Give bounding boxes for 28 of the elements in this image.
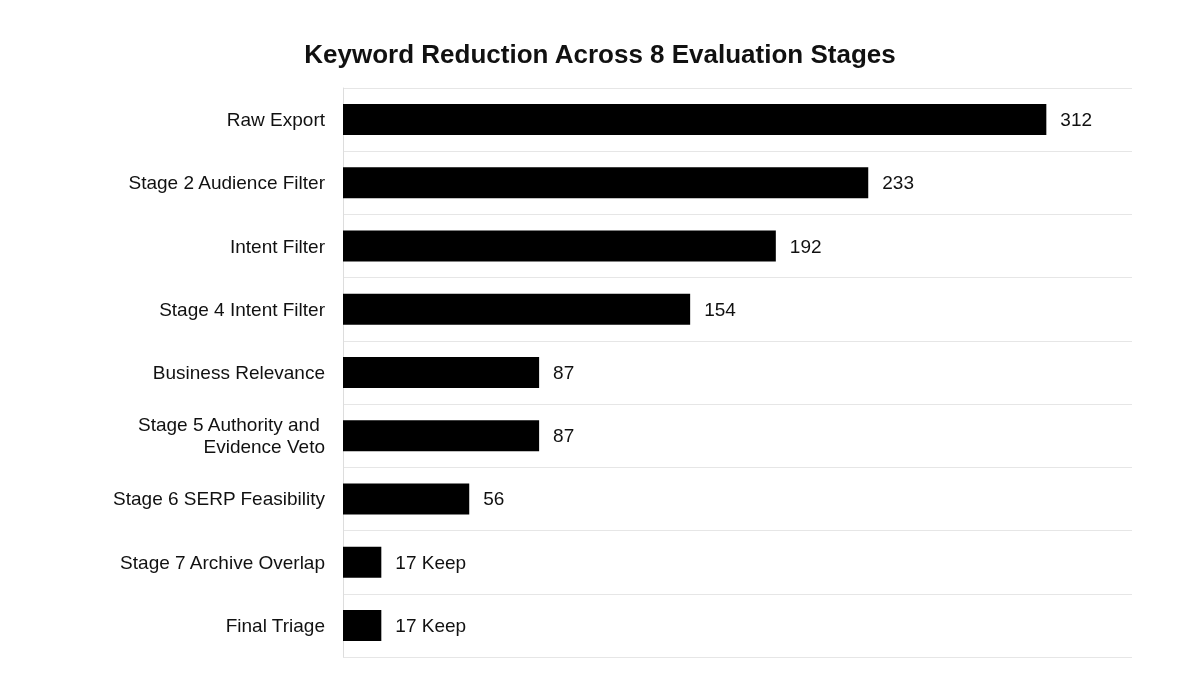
y-tick-label: Raw Export (226, 109, 326, 131)
data-label: 312 (1060, 109, 1093, 131)
data-label: 87 (553, 362, 575, 383)
bar (343, 104, 1047, 136)
bar (343, 546, 382, 578)
data-label: 56 (483, 488, 505, 510)
y-tick-label: Business Relevance (152, 362, 325, 383)
data-label: 17 Keep (395, 551, 467, 573)
bar (343, 293, 691, 325)
bar (343, 167, 869, 199)
data-label: 87 (553, 425, 575, 447)
y-tick-label: Stage 4 Intent Filter (159, 298, 326, 320)
data-label: 233 (882, 172, 914, 194)
y-tick-label: Stage 7 Archive Overlap (120, 551, 325, 573)
bar (343, 230, 776, 262)
chart-title: Keyword Reduction Across 8 Evaluation Stages (304, 39, 896, 69)
bar (343, 357, 540, 388)
y-tick-label: Stage 6 SERP Feasibility (113, 488, 326, 510)
y-tick-label: Stage 5 Authority and Evidence Veto (138, 414, 325, 458)
data-label: 154 (704, 298, 737, 320)
bar (343, 609, 382, 641)
data-label: 17 Keep (395, 614, 467, 636)
data-label: 192 (789, 235, 822, 257)
y-tick-label: Final Triage (225, 614, 325, 636)
bar (343, 483, 470, 515)
y-tick-label: Intent Filter (229, 235, 326, 257)
y-tick-label: Stage 2 Audience Filter (128, 172, 326, 194)
bar (343, 420, 540, 452)
